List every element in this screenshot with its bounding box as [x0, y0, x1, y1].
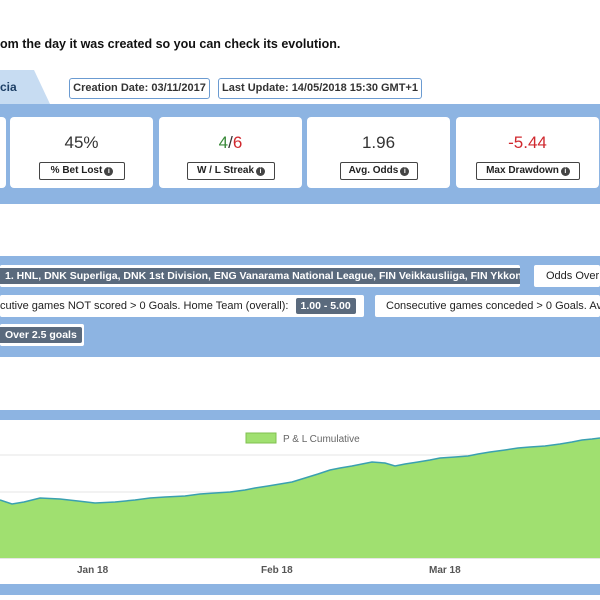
x-tick-label: Mar 18: [429, 565, 461, 576]
legend[interactable]: P & L Cumulative: [245, 432, 360, 445]
stat-value: 45%: [64, 133, 99, 152]
x-tick-label: Feb 18: [261, 565, 293, 576]
pl-chart: P & L Cumulative Jan 18 Feb 18 Mar 18: [0, 432, 600, 576]
info-icon[interactable]: i: [560, 167, 570, 176]
stat-label-button[interactable]: W / L Streak i: [187, 162, 275, 180]
stat-card-drawdown: -5.44 Max Drawdown i: [456, 117, 599, 188]
rule-filter-2[interactable]: Consecutive games conceded > 0 Goals. Av: [375, 295, 600, 317]
rule-text: cutive games NOT scored > 0 Goals. Home …: [0, 300, 289, 312]
info-icon[interactable]: i: [104, 167, 114, 176]
rule-filter-1[interactable]: cutive games NOT scored > 0 Goals. Home …: [0, 295, 364, 317]
stat-card-partial: [0, 117, 6, 188]
range-tag: 1.00 - 5.00: [295, 298, 356, 314]
stat-card-bet-lost: 45% % Bet Lost i: [10, 117, 153, 188]
pl-area: [0, 438, 600, 558]
stat-label-button[interactable]: Avg. Odds i: [340, 162, 418, 180]
tab-label: cia: [0, 80, 17, 94]
win-count: 4: [218, 133, 229, 152]
stat-card-streak: 4/6 W / L Streak i: [159, 117, 302, 188]
chart-bottom-band: [0, 584, 600, 594]
leagues-tag: 1. HNL, DNK Superliga, DNK 1st Division,…: [0, 268, 520, 284]
stat-card-avg-odds: 1.96 Avg. Odds i: [307, 117, 450, 188]
stat-value: 1.96: [361, 133, 396, 152]
legend-swatch: [245, 432, 277, 444]
last-update: Last Update: 14/05/2018 15:30 GMT+1: [218, 78, 422, 99]
loss-count: 6: [232, 133, 243, 152]
creation-date: Creation Date: 03/11/2017: [69, 78, 210, 99]
stat-label-button[interactable]: % Bet Lost i: [39, 162, 125, 180]
market-tag: Over 2.5 goals: [0, 327, 82, 343]
x-tick-label: Jan 18: [77, 565, 109, 576]
info-icon[interactable]: i: [256, 167, 266, 176]
market-filter[interactable]: Over 2.5 goals: [0, 324, 84, 346]
odds-filter[interactable]: Odds Over: [534, 265, 600, 287]
stat-value: 4/6: [218, 133, 243, 152]
stat-value: -5.44: [508, 133, 547, 152]
stat-label-button[interactable]: Max Drawdown i: [476, 162, 580, 180]
info-icon[interactable]: i: [400, 167, 410, 176]
legend-label: P & L Cumulative: [283, 434, 360, 445]
leagues-filter[interactable]: 1. HNL, DNK Superliga, DNK 1st Division,…: [0, 265, 520, 287]
intro-text: om the day it was created so you can che…: [0, 37, 341, 51]
pl-line: [0, 437, 600, 505]
